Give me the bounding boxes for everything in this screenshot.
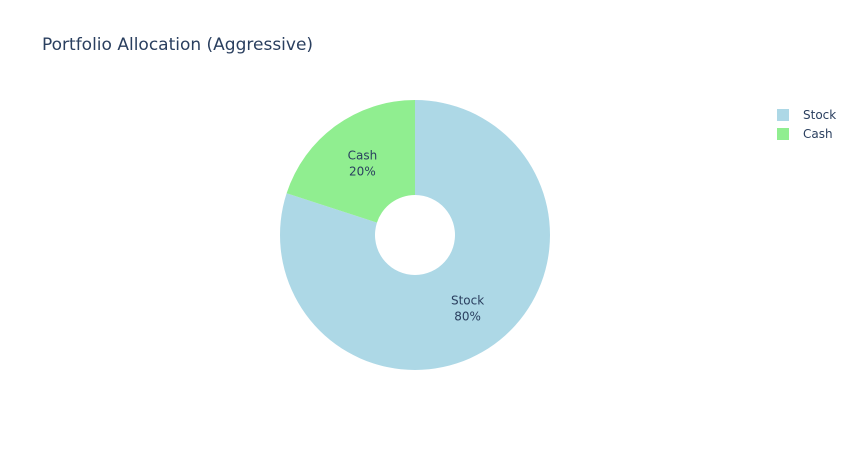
slice-labels: Stock 80% Cash 20%	[348, 149, 485, 324]
legend-item-stock[interactable]: Stock	[777, 108, 836, 122]
slice-label-stock-percent: 80%	[454, 309, 481, 323]
chart-title: Portfolio Allocation (Aggressive)	[42, 35, 313, 55]
slice-cash[interactable]	[286, 100, 415, 223]
slice-label-cash-name: Cash	[348, 149, 378, 163]
legend: Stock Cash	[777, 108, 836, 141]
legend-swatch-cash	[777, 128, 789, 140]
legend-item-cash[interactable]: Cash	[777, 127, 833, 141]
slice-stock[interactable]	[280, 100, 550, 370]
slice-label-cash-percent: 20%	[349, 165, 376, 179]
slice-label-stock-name: Stock	[451, 293, 484, 307]
legend-label-stock: Stock	[803, 108, 836, 122]
legend-swatch-stock	[777, 109, 789, 121]
donut-slices	[280, 100, 550, 370]
legend-label-cash: Cash	[803, 127, 833, 141]
